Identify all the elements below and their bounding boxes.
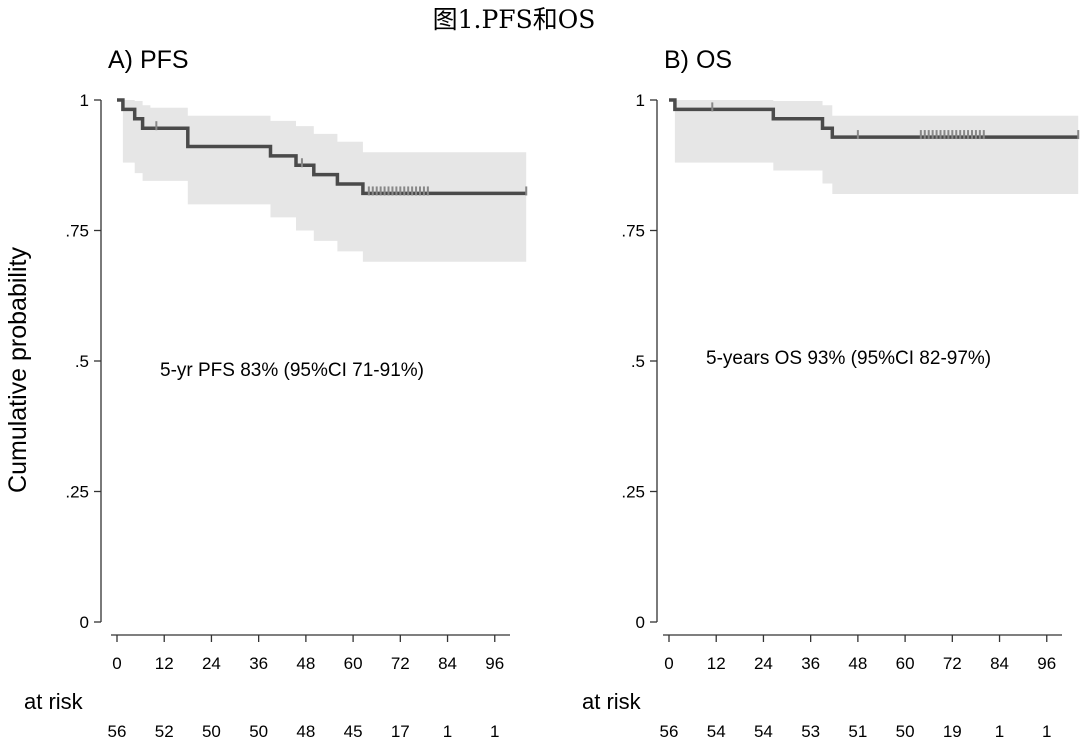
panel-a-at-risk-count: 1 (443, 722, 452, 741)
panel-a-y-tick-label: .5 (75, 352, 89, 371)
panel-a-y-tick-label: .75 (65, 222, 89, 241)
panel-b-x-tick-label: 0 (664, 654, 673, 673)
panel-b-annotation: 5-years OS 93% (95%CI 82-97%) (706, 348, 991, 369)
panel-b-at-risk-count: 54 (754, 722, 773, 741)
panel-a-ci-band (117, 100, 527, 262)
panel-b-y-tick-label: 1 (636, 91, 645, 110)
panel-a-km-curve (117, 98, 527, 196)
panel-a-at-risk-count: 45 (344, 722, 363, 741)
y-axis-label: Cumulative probability (4, 247, 32, 493)
panel-b-at-risk-count: 54 (707, 722, 726, 741)
panel-b-km-curve (669, 98, 1079, 139)
panel-b-y-tick-label: .75 (621, 222, 645, 241)
panel-b-x-tick-label: 24 (754, 654, 773, 673)
panel-a-x-tick-label: 84 (438, 654, 457, 673)
panel-a-x-tick-label: 60 (344, 654, 363, 673)
panel-a-pfs: A) PFS 0 .25 .5 .75 1 0 12 24 36 48 60 72 84 96 5-yr … (24, 46, 528, 741)
panel-a-at-risk-row: 56 52 50 50 48 45 17 1 1 (108, 722, 500, 741)
panel-b-at-risk-count: 51 (848, 722, 867, 741)
panel-b-at-risk-count: 19 (943, 722, 962, 741)
panel-a-at-risk-count: 52 (155, 722, 174, 741)
panel-a-x-tick-label: 96 (485, 654, 504, 673)
panel-a-x-tick-label: 72 (391, 654, 410, 673)
panel-b-censor-layer (711, 102, 1080, 140)
panel-b-y-tick-label: .5 (631, 352, 645, 371)
panel-b-title: B) OS (664, 46, 732, 74)
figure-title: 图1.PFS和OS (433, 5, 596, 34)
panel-a-km-layer (117, 98, 527, 196)
panel-a-x-tick-label: 24 (202, 654, 221, 673)
panel-b-at-risk-count: 56 (660, 722, 679, 741)
panel-a-ci-band-layer (117, 100, 527, 262)
panel-a-at-risk-count: 17 (391, 722, 410, 741)
panel-a-at-risk-label: at risk (24, 689, 84, 714)
panel-b-y-tick-label: 0 (636, 613, 645, 632)
panel-b-x-tick-label: 96 (1037, 654, 1056, 673)
panel-b-x-tick-label: 48 (848, 654, 867, 673)
panel-a-censor-layer (155, 121, 528, 196)
panel-b-x-tick-label: 12 (707, 654, 726, 673)
panel-a-at-risk-count: 50 (202, 722, 221, 741)
panel-b-x-tick-label: 84 (990, 654, 1009, 673)
panel-b-x-tick-label: 60 (896, 654, 915, 673)
panel-b-ci-band-layer (669, 100, 1079, 194)
panel-a-y-tick-label: 0 (80, 613, 89, 632)
panel-a-at-risk-count: 1 (490, 722, 499, 741)
panel-b-at-risk-label: at risk (582, 689, 642, 714)
panel-a-x-tick-label: 36 (249, 654, 268, 673)
panel-a-axes: 0 .25 .5 .75 1 0 12 24 36 48 60 72 84 96 (65, 91, 510, 673)
panel-b-os: B) OS 0 .25 .5 .75 1 0 12 24 36 48 60 72 84 96 5-year… (582, 46, 1080, 741)
panel-b-y-tick-label: .25 (621, 483, 645, 502)
panel-b-x-tick-label: 36 (801, 654, 820, 673)
panel-b-at-risk-count: 53 (801, 722, 820, 741)
panel-a-annotation: 5-yr PFS 83% (95%CI 71-91%) (160, 360, 424, 381)
panel-a-y-tick-label: .25 (65, 483, 89, 502)
panel-b-at-risk-count: 50 (896, 722, 915, 741)
panel-b-ci-band (669, 100, 1079, 194)
panel-b-axes: 0 .25 .5 .75 1 0 12 24 36 48 60 72 84 96 (621, 91, 1062, 673)
panel-a-y-tick-label: 1 (80, 91, 89, 110)
panel-b-at-risk-row: 56 54 54 53 51 50 19 1 1 (660, 722, 1052, 741)
panel-b-km-layer (669, 98, 1079, 139)
panel-b-x-tick-label: 72 (943, 654, 962, 673)
panel-a-at-risk-count: 56 (108, 722, 127, 741)
panel-b-at-risk-count: 1 (1042, 722, 1051, 741)
panel-a-x-tick-label: 12 (155, 654, 174, 673)
panel-a-at-risk-count: 50 (249, 722, 268, 741)
panel-a-x-tick-label: 0 (112, 654, 121, 673)
panel-a-at-risk-count: 48 (296, 722, 315, 741)
panel-a-title: A) PFS (108, 46, 189, 74)
panel-b-at-risk-count: 1 (995, 722, 1004, 741)
panel-a-x-tick-label: 48 (296, 654, 315, 673)
